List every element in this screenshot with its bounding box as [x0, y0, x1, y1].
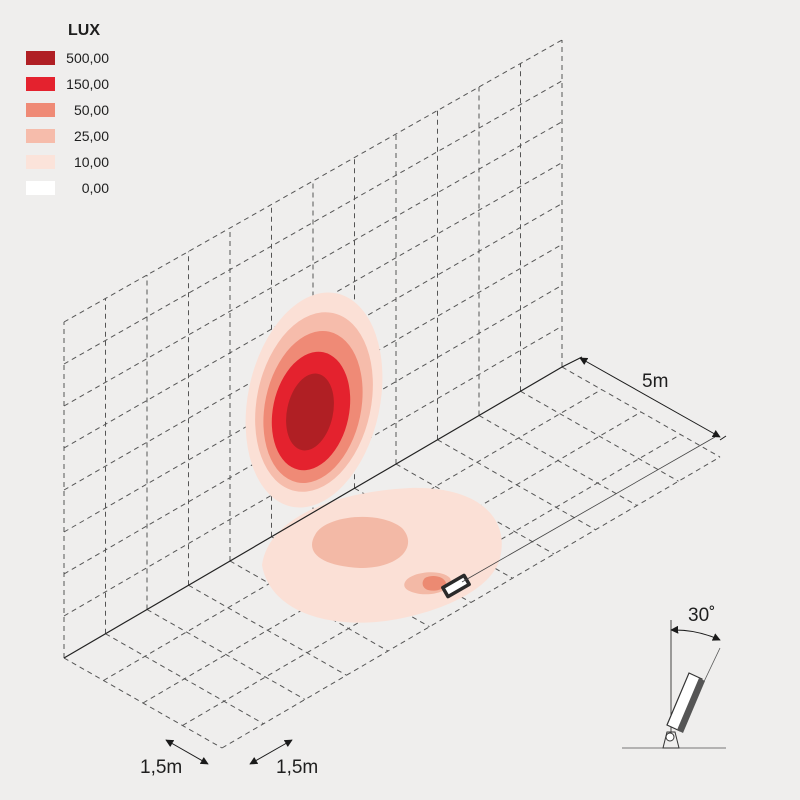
fixture-side-icon: [662, 647, 721, 749]
floor-light-pool: [262, 487, 502, 623]
legend-swatch: [26, 103, 55, 117]
legend-swatch: [26, 129, 55, 143]
wall-grid-horizontal: [63, 121, 563, 407]
angle-arc: [670, 625, 721, 641]
wall-grid-horizontal: [63, 203, 563, 491]
legend-item-4: 10,00: [26, 154, 109, 170]
legend-label: 500,00: [66, 50, 109, 66]
legend-label: 50,00: [74, 102, 109, 118]
tilt-angle-label: 30˚: [688, 605, 715, 626]
wall-light-spot: [245, 292, 383, 508]
legend-item-2: 50,00: [26, 102, 109, 118]
legend-label: 0,00: [82, 180, 109, 196]
floodlight-icon: [441, 573, 471, 599]
grid-dimension-a: 1,5m: [140, 739, 209, 778]
wall-floor-edge: [63, 366, 563, 659]
floor-contour-25: [312, 516, 409, 568]
floor-grid-width: [221, 456, 721, 749]
legend-swatch: [26, 77, 55, 91]
legend-title: LUX: [68, 22, 100, 39]
grid-label-b: 1,5m: [276, 757, 318, 778]
legend-item-3: 25,00: [26, 128, 109, 144]
legend-item-5: 0,00: [26, 180, 109, 196]
legend-label: 10,00: [74, 154, 109, 170]
fixture-axis-line: [461, 436, 716, 583]
wall-grid-horizontal: [63, 39, 563, 323]
wall-grid-horizontal: [63, 284, 563, 575]
legend-item-1: 150,00: [26, 76, 109, 92]
legend-label: 25,00: [74, 128, 109, 144]
wall-grid-horizontal: [63, 243, 563, 533]
legend-item-0: 500,00: [26, 50, 109, 66]
wall-contour-500: [286, 373, 334, 451]
wall-grid-horizontal: [63, 162, 563, 449]
lux-legend: LUX 500,00 150,00 50,00 25,00 10,00 0,00: [26, 22, 109, 196]
legend-swatch: [26, 181, 55, 195]
depth-label: 5m: [642, 371, 668, 392]
floor-grid-depth: [146, 609, 306, 700]
legend-swatch: [26, 51, 55, 65]
legend-label: 150,00: [66, 76, 109, 92]
legend-swatch: [26, 155, 55, 169]
grid-label-a: 1,5m: [140, 757, 182, 778]
floor-contour-50: [422, 575, 446, 591]
wall-grid-horizontal: [63, 80, 563, 365]
depth-dimension: 5m: [561, 356, 727, 441]
tilt-detail: 30˚: [622, 605, 726, 749]
floor-grid-depth: [520, 390, 679, 482]
grid-dimension-b: 1,5m: [249, 739, 318, 778]
